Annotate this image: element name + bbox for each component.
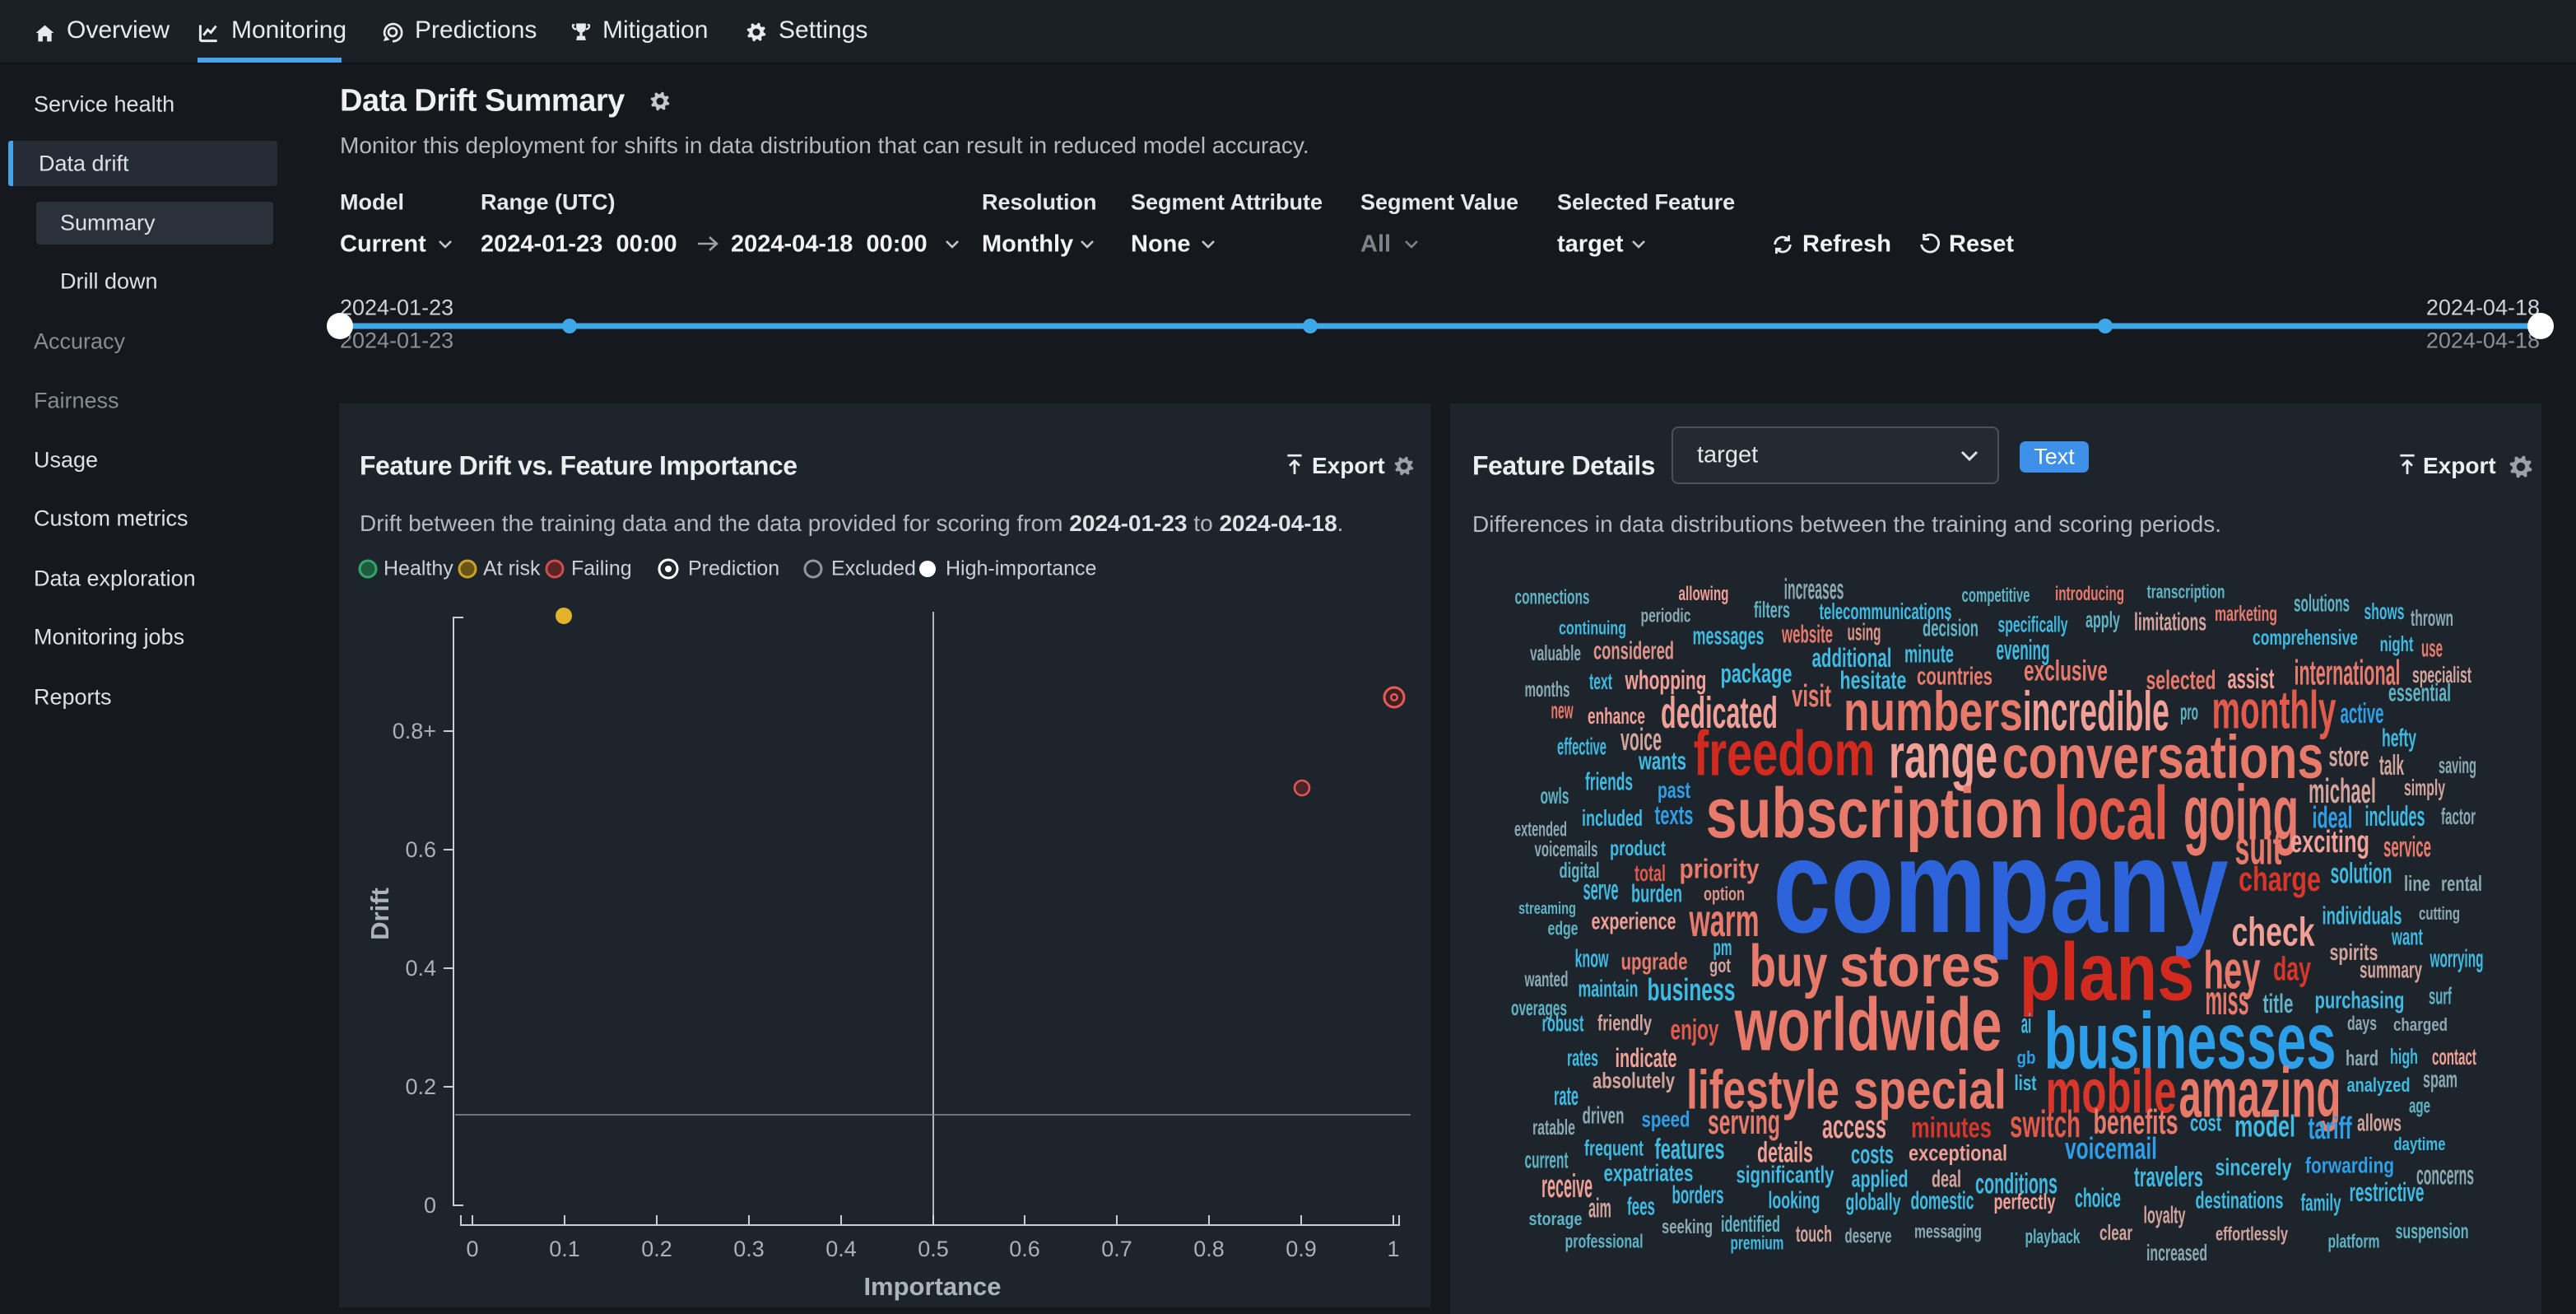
svg-text:0: 0 xyxy=(466,1237,478,1261)
svg-text:0.9: 0.9 xyxy=(1286,1237,1317,1261)
svg-text:0.6: 0.6 xyxy=(1009,1237,1040,1261)
svg-text:0.2: 0.2 xyxy=(405,1074,436,1099)
svg-text:0.3: 0.3 xyxy=(733,1237,765,1261)
svg-text:0.6: 0.6 xyxy=(405,837,436,862)
svg-text:0.2: 0.2 xyxy=(641,1237,672,1261)
svg-text:0.7: 0.7 xyxy=(1101,1237,1132,1261)
svg-text:0: 0 xyxy=(424,1193,436,1218)
svg-text:0.5: 0.5 xyxy=(918,1237,949,1261)
svg-text:0.1: 0.1 xyxy=(549,1237,580,1261)
svg-text:0.8+: 0.8+ xyxy=(393,719,436,743)
svg-text:0.4: 0.4 xyxy=(405,956,436,981)
svg-text:Importance: Importance xyxy=(863,1272,1001,1301)
svg-text:0.4: 0.4 xyxy=(825,1237,857,1261)
svg-text:0.8: 0.8 xyxy=(1193,1237,1225,1261)
svg-text:1: 1 xyxy=(1387,1237,1399,1261)
svg-text:Drift: Drift xyxy=(365,888,394,940)
